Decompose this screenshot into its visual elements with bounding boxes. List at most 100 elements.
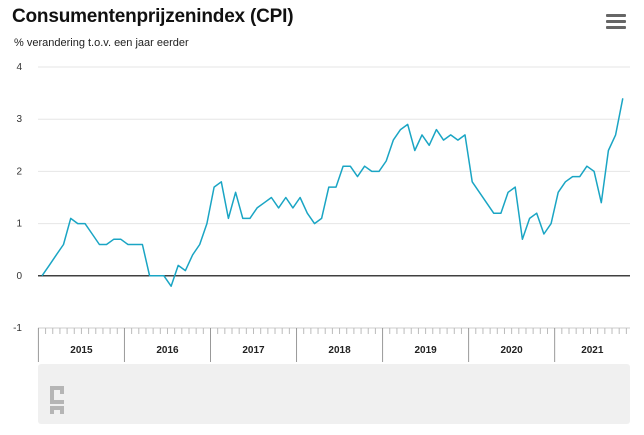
data-point[interactable] bbox=[226, 216, 231, 221]
chart-title: Consumentenprijzenindex (CPI) bbox=[12, 6, 294, 27]
data-point[interactable] bbox=[556, 190, 561, 195]
data-point[interactable] bbox=[405, 122, 410, 127]
menu-bar bbox=[606, 26, 626, 29]
cbs-logo-icon bbox=[50, 386, 64, 414]
data-point[interactable] bbox=[391, 138, 396, 143]
y-axis: 4 3 2 1 0 -1 bbox=[13, 62, 22, 334]
data-point[interactable] bbox=[298, 195, 303, 200]
navigator-panel[interactable] bbox=[38, 364, 630, 424]
data-point[interactable] bbox=[54, 252, 59, 257]
data-point[interactable] bbox=[348, 164, 353, 169]
data-point[interactable] bbox=[420, 132, 425, 137]
y-tick-label: 4 bbox=[16, 62, 22, 73]
data-point[interactable] bbox=[97, 242, 102, 247]
data-point[interactable] bbox=[592, 169, 597, 174]
data-point[interactable] bbox=[463, 132, 468, 137]
data-point[interactable] bbox=[118, 237, 123, 242]
data-point[interactable] bbox=[527, 216, 532, 221]
data-point[interactable] bbox=[104, 242, 109, 247]
data-point[interactable] bbox=[176, 263, 181, 268]
data-point[interactable] bbox=[541, 232, 546, 237]
data-point[interactable] bbox=[520, 237, 525, 242]
grid-layer bbox=[38, 66, 630, 329]
data-point[interactable] bbox=[599, 200, 604, 205]
data-point[interactable] bbox=[219, 179, 224, 184]
data-point[interactable] bbox=[534, 211, 539, 216]
cpi-series-line bbox=[41, 98, 624, 287]
data-point[interactable] bbox=[470, 179, 475, 184]
data-point[interactable] bbox=[341, 164, 346, 169]
logo-block bbox=[50, 406, 64, 410]
data-point[interactable] bbox=[513, 185, 518, 190]
data-point[interactable] bbox=[355, 174, 360, 179]
data-point[interactable] bbox=[606, 148, 611, 153]
data-point[interactable] bbox=[283, 195, 288, 200]
data-point[interactable] bbox=[290, 205, 295, 210]
data-point[interactable] bbox=[204, 221, 209, 226]
data-point[interactable] bbox=[448, 132, 453, 137]
data-point[interactable] bbox=[161, 273, 166, 278]
data-point[interactable] bbox=[412, 148, 417, 153]
data-point[interactable] bbox=[255, 205, 260, 210]
data-point[interactable] bbox=[126, 242, 131, 247]
data-point[interactable] bbox=[584, 164, 589, 169]
data-point[interactable] bbox=[570, 174, 575, 179]
series-layer bbox=[40, 96, 625, 289]
data-point[interactable] bbox=[269, 195, 274, 200]
data-point[interactable] bbox=[613, 132, 618, 137]
data-point[interactable] bbox=[484, 200, 489, 205]
data-point[interactable] bbox=[620, 96, 625, 101]
data-point[interactable] bbox=[212, 185, 217, 190]
data-point[interactable] bbox=[376, 169, 381, 174]
data-point[interactable] bbox=[154, 273, 159, 278]
data-point[interactable] bbox=[276, 205, 281, 210]
data-point[interactable] bbox=[240, 216, 245, 221]
data-point[interactable] bbox=[75, 221, 80, 226]
data-point[interactable] bbox=[47, 263, 52, 268]
data-point[interactable] bbox=[90, 232, 95, 237]
data-point[interactable] bbox=[140, 242, 145, 247]
data-point[interactable] bbox=[577, 174, 582, 179]
data-point[interactable] bbox=[190, 252, 195, 257]
data-point[interactable] bbox=[312, 221, 317, 226]
data-point[interactable] bbox=[498, 211, 503, 216]
data-point[interactable] bbox=[183, 268, 188, 273]
data-point[interactable] bbox=[233, 190, 238, 195]
year-label: 2020 bbox=[501, 345, 524, 356]
data-point[interactable] bbox=[247, 216, 252, 221]
data-point[interactable] bbox=[83, 221, 88, 226]
data-point[interactable] bbox=[61, 242, 66, 247]
data-point[interactable] bbox=[455, 138, 460, 143]
navigator-area[interactable] bbox=[38, 364, 630, 424]
data-point[interactable] bbox=[197, 242, 202, 247]
data-point[interactable] bbox=[434, 127, 439, 132]
data-point[interactable] bbox=[427, 143, 432, 148]
data-point[interactable] bbox=[384, 158, 389, 163]
data-point[interactable] bbox=[441, 138, 446, 143]
data-point[interactable] bbox=[333, 185, 338, 190]
data-point[interactable] bbox=[147, 273, 152, 278]
data-point[interactable] bbox=[549, 221, 554, 226]
data-point[interactable] bbox=[326, 185, 331, 190]
data-point[interactable] bbox=[68, 216, 73, 221]
data-point[interactable] bbox=[305, 211, 310, 216]
data-point[interactable] bbox=[563, 179, 568, 184]
data-point[interactable] bbox=[111, 237, 116, 242]
data-point[interactable] bbox=[319, 216, 324, 221]
data-point[interactable] bbox=[506, 190, 511, 195]
y-tick-label: 1 bbox=[16, 219, 22, 230]
data-point[interactable] bbox=[262, 200, 267, 205]
year-label: 2021 bbox=[581, 345, 604, 356]
data-point[interactable] bbox=[169, 284, 174, 289]
hamburger-menu-icon[interactable] bbox=[606, 14, 626, 32]
data-point[interactable] bbox=[477, 190, 482, 195]
logo-block bbox=[50, 386, 54, 404]
data-point[interactable] bbox=[133, 242, 138, 247]
year-label: 2016 bbox=[156, 345, 179, 356]
data-point[interactable] bbox=[362, 164, 367, 169]
data-point[interactable] bbox=[369, 169, 374, 174]
data-point[interactable] bbox=[40, 273, 45, 278]
data-point[interactable] bbox=[398, 127, 403, 132]
data-point[interactable] bbox=[491, 211, 496, 216]
